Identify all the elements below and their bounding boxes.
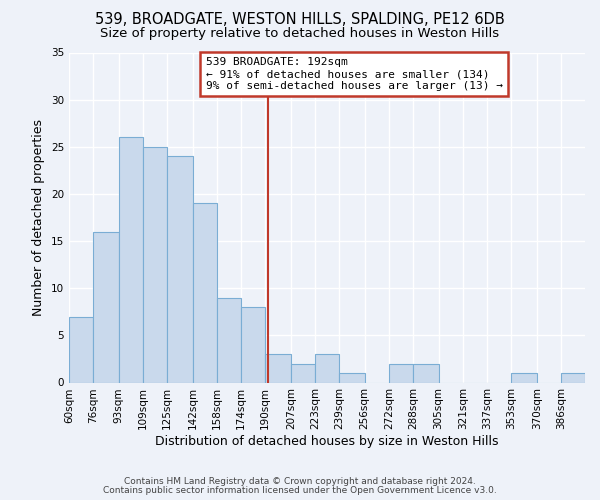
Text: 539, BROADGATE, WESTON HILLS, SPALDING, PE12 6DB: 539, BROADGATE, WESTON HILLS, SPALDING, … [95, 12, 505, 28]
Bar [69, 316, 93, 382]
Bar [339, 373, 365, 382]
Bar [389, 364, 413, 382]
Bar [315, 354, 339, 382]
Bar [511, 373, 537, 382]
Bar [167, 156, 193, 382]
Bar [413, 364, 439, 382]
Bar [241, 307, 265, 382]
Bar [561, 373, 585, 382]
Y-axis label: Number of detached properties: Number of detached properties [32, 119, 46, 316]
Text: Size of property relative to detached houses in Weston Hills: Size of property relative to detached ho… [100, 28, 500, 40]
Bar [93, 232, 119, 382]
Text: Contains public sector information licensed under the Open Government Licence v3: Contains public sector information licen… [103, 486, 497, 495]
X-axis label: Distribution of detached houses by size in Weston Hills: Distribution of detached houses by size … [155, 435, 499, 448]
Text: Contains HM Land Registry data © Crown copyright and database right 2024.: Contains HM Land Registry data © Crown c… [124, 477, 476, 486]
Text: 539 BROADGATE: 192sqm
← 91% of detached houses are smaller (134)
9% of semi-deta: 539 BROADGATE: 192sqm ← 91% of detached … [206, 58, 503, 90]
Bar [265, 354, 291, 382]
Bar [143, 147, 167, 382]
Bar [291, 364, 315, 382]
Bar [119, 138, 143, 382]
Bar [193, 204, 217, 382]
Bar [217, 298, 241, 382]
